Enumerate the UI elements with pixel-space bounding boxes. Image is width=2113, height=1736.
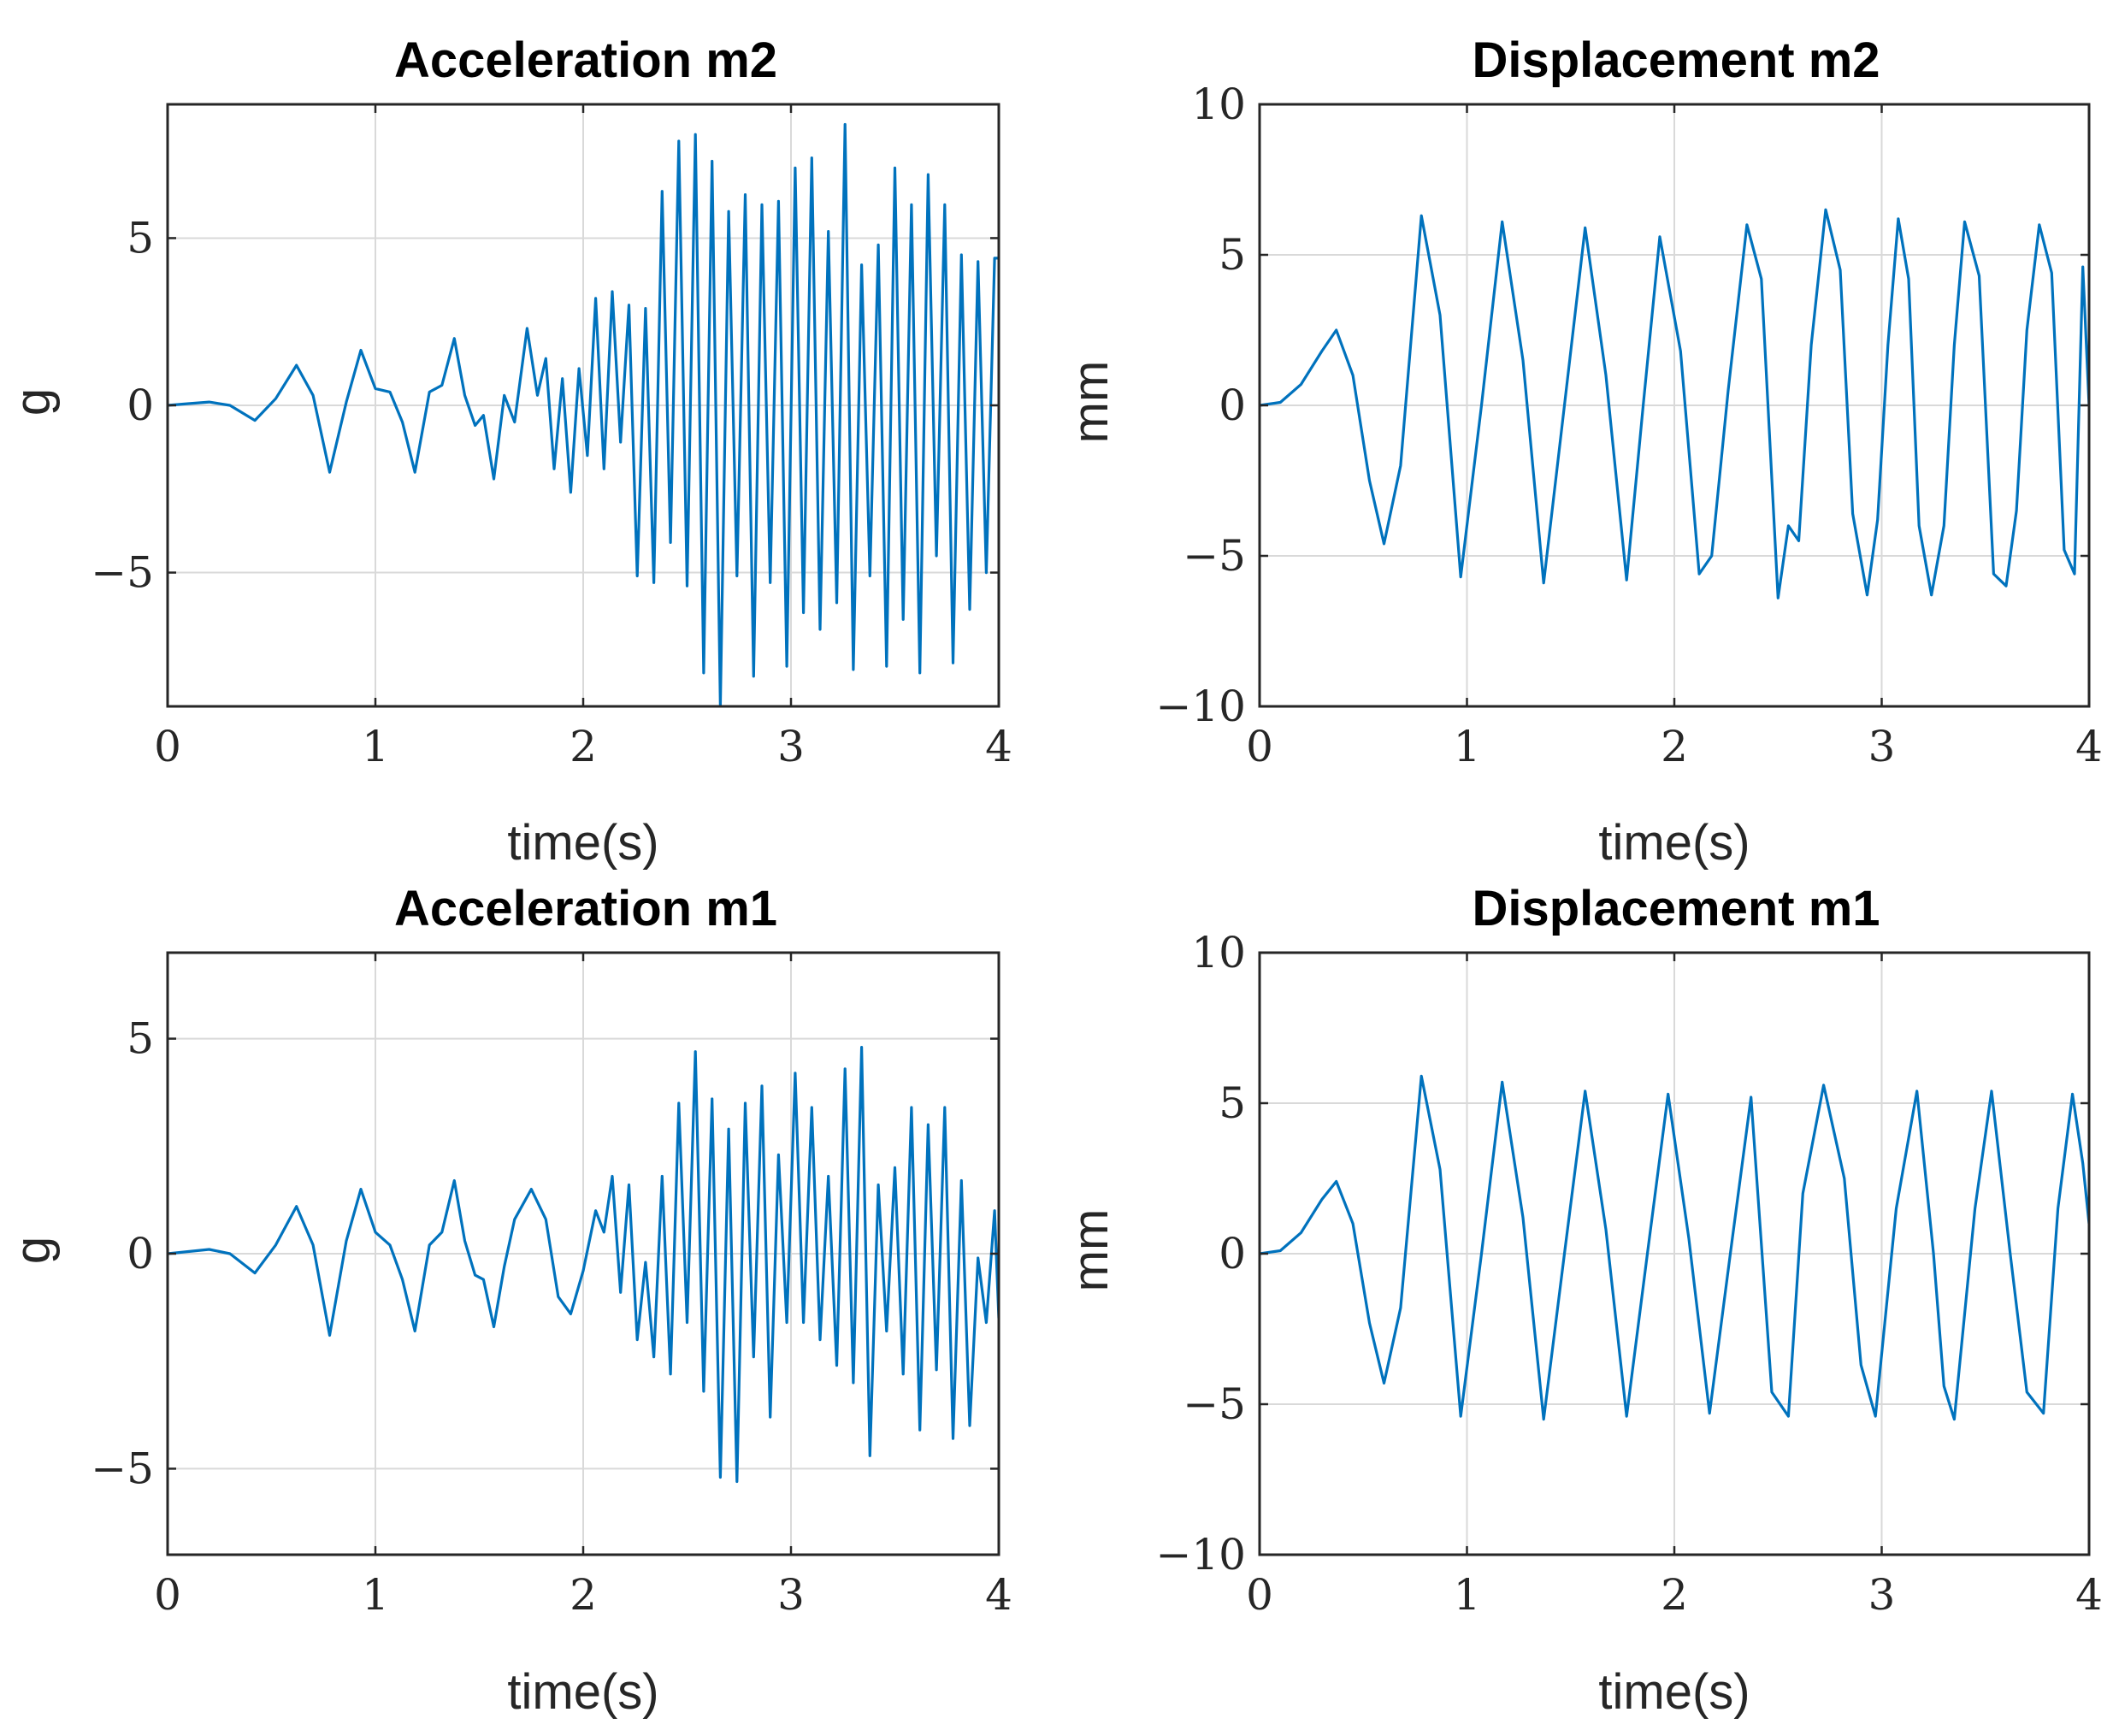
displacement-m1-title: Displacement m1	[1472, 881, 1880, 936]
acceleration-m1-panel: Acceleration m1 time(s) g 0 1 2 3 4 −5 0 5	[5, 881, 1012, 1720]
acceleration-m1-title: Acceleration m1	[394, 881, 777, 936]
acc-m1-xtick-label-1: 1	[362, 1570, 389, 1620]
acc-m2-xtick-label-3: 3	[777, 722, 805, 771]
disp-m1-xtick-label-0: 0	[1246, 1570, 1273, 1620]
acceleration-m1-xlabel: time(s)	[507, 1664, 658, 1720]
disp-m2-ytick-label-0: −10	[1155, 682, 1246, 731]
acc-m1-xtick-label-2: 2	[570, 1570, 597, 1620]
acceleration-m2-ylabel: g	[5, 388, 61, 416]
disp-m2-xtick-label-4: 4	[2075, 722, 2103, 771]
disp-m2-xtick-label-2: 2	[1661, 722, 1688, 771]
displacement-m2-panel: Displacement m2 time(s) mm 0 1 2 3 4 −10 −5 0 5 1…	[1063, 32, 2103, 871]
disp-m1-ytick-label-2: 0	[1219, 1229, 1246, 1278]
acc-m1-ytick-label-0: −5	[91, 1444, 154, 1493]
acc-m2-ytick-label-0: −5	[91, 548, 154, 598]
acceleration-m2-panel: Acceleration m2 time(s) g 0 1 2 3 4 −5 0 5	[5, 32, 1012, 871]
displacement-m1-xlabel: time(s)	[1598, 1664, 1750, 1720]
acc-m2-xtick-label-2: 2	[570, 722, 597, 771]
acc-m2-ytick-label-2: 5	[127, 213, 154, 263]
displacement-m2-title: Displacement m2	[1472, 32, 1880, 88]
disp-m1-xtick-label-1: 1	[1454, 1570, 1481, 1620]
disp-m1-ytick-label-1: −5	[1183, 1379, 1246, 1429]
disp-m1-ytick-label-0: −10	[1155, 1530, 1246, 1580]
acc-m1-series-line-0	[168, 1045, 999, 1484]
disp-m1-series-line-0	[1260, 1074, 2089, 1421]
acceleration-m2-xlabel: time(s)	[507, 815, 658, 871]
acc-m1-xtick-label-4: 4	[985, 1570, 1012, 1620]
disp-m1-xtick-label-3: 3	[1868, 1570, 1896, 1620]
acceleration-m1-ylabel: g	[5, 1237, 61, 1264]
disp-m2-ytick-label-1: −5	[1183, 531, 1246, 581]
acc-m1-xtick-label-3: 3	[777, 1570, 805, 1620]
displacement-m2-xlabel: time(s)	[1598, 815, 1750, 871]
disp-m2-ytick-label-4: 10	[1191, 80, 1246, 129]
acc-m2-xtick-label-0: 0	[154, 722, 181, 771]
disp-m1-xtick-label-4: 4	[2075, 1570, 2103, 1620]
disp-m1-xtick-label-2: 2	[1661, 1570, 1688, 1620]
disp-m2-xtick-label-3: 3	[1868, 722, 1896, 771]
acc-m2-xtick-label-1: 1	[362, 722, 389, 771]
acc-m1-xtick-label-0: 0	[154, 1570, 181, 1620]
acc-m1-ytick-label-1: 0	[127, 1229, 154, 1278]
disp-m1-ytick-label-4: 10	[1191, 928, 1246, 977]
displacement-m1-panel: Displacement m1 time(s) mm 0 1 2 3 4 −10 −5 0 5 1…	[1063, 881, 2103, 1720]
acc-m2-ytick-label-1: 0	[127, 381, 154, 430]
acc-m2-xtick-label-4: 4	[985, 722, 1012, 771]
acceleration-m2-title: Acceleration m2	[394, 32, 777, 88]
displacement-m2-ylabel: mm	[1063, 361, 1118, 444]
displacement-m1-ylabel: mm	[1063, 1209, 1118, 1292]
disp-m2-xtick-label-0: 0	[1246, 722, 1273, 771]
disp-m2-ytick-label-2: 0	[1219, 381, 1246, 430]
disp-m2-xtick-label-1: 1	[1454, 722, 1481, 771]
disp-m2-series-line-0	[1260, 208, 2089, 599]
disp-m1-ytick-label-3: 5	[1219, 1078, 1246, 1128]
acc-m2-series-line-0	[168, 122, 999, 706]
disp-m2-ytick-label-3: 5	[1219, 230, 1246, 280]
acc-m1-ytick-label-2: 5	[127, 1014, 154, 1064]
